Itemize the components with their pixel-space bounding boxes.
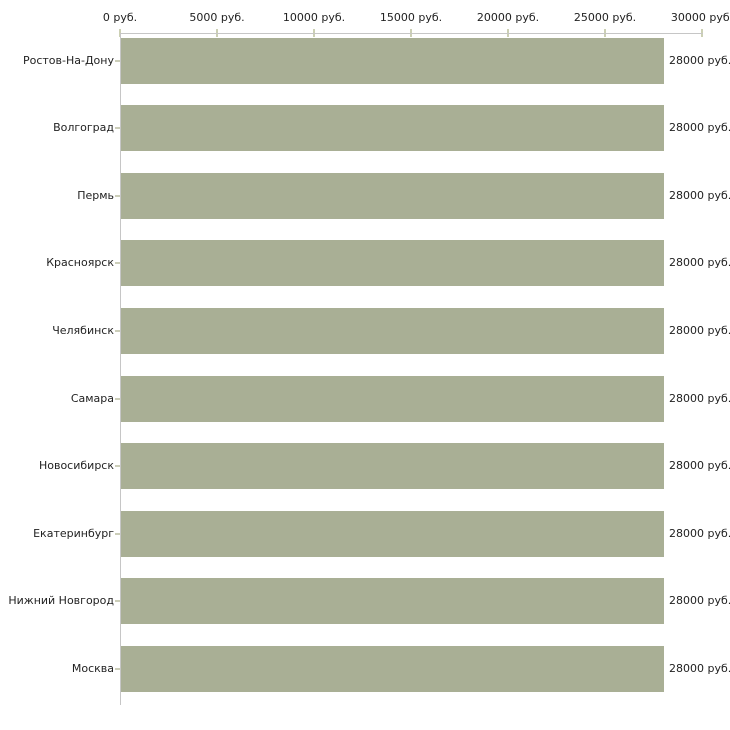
value-label: 28000 руб. [669,662,730,675]
y-axis-tick-mark [115,533,120,535]
category-label: Новосибирск [38,459,114,472]
bar [121,173,664,219]
category-label: Москва [71,662,114,675]
category-label: Челябинск [52,324,114,337]
y-axis-line [120,33,121,705]
y-axis-tick-mark [115,330,120,332]
x-axis-tick-label: 20000 руб. [476,11,540,24]
x-axis-tick-label: 5000 руб. [189,11,245,24]
value-label: 28000 руб. [669,527,730,540]
value-label: 28000 руб. [669,256,730,269]
y-axis-tick-mark [115,668,120,670]
y-axis-tick-mark [115,465,120,467]
value-label: 28000 руб. [669,459,730,472]
category-label: Пермь [77,189,114,202]
x-axis-tick-label: 0 руб. [102,11,138,24]
category-label: Самара [70,392,114,405]
bar [121,511,664,557]
category-label: Екатеринбург [33,527,114,540]
bar [121,376,664,422]
value-label: 28000 руб. [669,189,730,202]
value-label: 28000 руб. [669,54,730,67]
value-label: 28000 руб. [669,392,730,405]
y-axis-tick-mark [115,600,120,602]
y-axis-tick-mark [115,398,120,400]
value-label: 28000 руб. [669,594,730,607]
bar [121,578,664,624]
x-axis-tick-label: 25000 руб. [573,11,637,24]
value-label: 28000 руб. [669,324,730,337]
bar [121,240,664,286]
bar [121,646,664,692]
bar [121,308,664,354]
value-label: 28000 руб. [669,121,730,134]
bar [121,443,664,489]
category-label: Нижний Новгород [8,594,114,607]
bar [121,105,664,151]
bar [121,38,664,84]
x-axis-line [120,33,703,34]
category-label: Волгоград [53,121,114,134]
x-axis-tick-label: 10000 руб. [282,11,346,24]
y-axis-tick-mark [115,195,120,197]
y-axis-tick-mark [115,127,120,129]
x-axis-tick-label: 15000 руб. [379,11,443,24]
category-label: Ростов-На-Дону [22,54,114,67]
x-axis-tick-label: 30000 руб. [670,11,730,24]
y-axis-tick-mark [115,262,120,264]
category-label: Красноярск [46,256,114,269]
y-axis-tick-mark [115,60,120,62]
